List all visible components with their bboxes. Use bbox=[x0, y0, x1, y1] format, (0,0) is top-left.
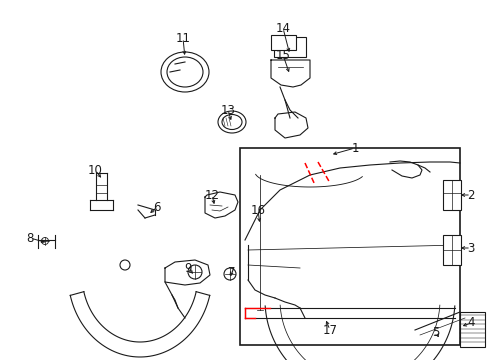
Bar bbox=[442, 235, 460, 265]
Bar bbox=[240, 148, 459, 345]
Text: 8: 8 bbox=[26, 231, 34, 244]
Bar bbox=[442, 180, 460, 210]
Text: 11: 11 bbox=[175, 32, 190, 45]
Text: 12: 12 bbox=[204, 189, 219, 202]
Text: 3: 3 bbox=[467, 242, 474, 255]
Text: 4: 4 bbox=[467, 316, 474, 329]
FancyBboxPatch shape bbox=[270, 35, 295, 50]
Text: 13: 13 bbox=[220, 104, 235, 117]
Text: 2: 2 bbox=[467, 189, 474, 202]
Text: 17: 17 bbox=[322, 324, 337, 337]
Text: 6: 6 bbox=[153, 201, 161, 213]
Ellipse shape bbox=[222, 114, 242, 130]
Ellipse shape bbox=[218, 111, 245, 133]
Bar bbox=[459, 312, 484, 347]
Ellipse shape bbox=[167, 57, 203, 87]
Ellipse shape bbox=[161, 52, 208, 92]
Text: 14: 14 bbox=[275, 22, 290, 35]
Text: 16: 16 bbox=[250, 203, 265, 216]
Text: 7: 7 bbox=[228, 266, 235, 279]
Text: 10: 10 bbox=[87, 163, 102, 176]
Text: 15: 15 bbox=[275, 49, 290, 62]
Text: 5: 5 bbox=[431, 325, 439, 338]
Text: 1: 1 bbox=[350, 141, 358, 154]
FancyBboxPatch shape bbox=[273, 37, 305, 57]
Text: 9: 9 bbox=[184, 261, 191, 274]
